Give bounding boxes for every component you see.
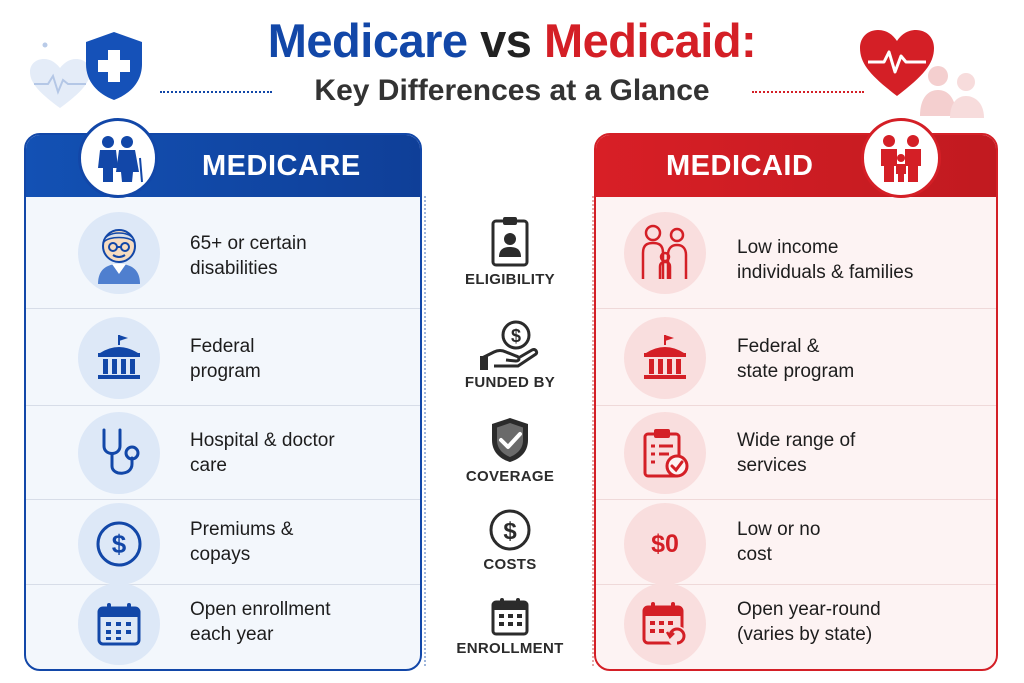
medicare-row-eligibility: 65+ or certain disabilities xyxy=(26,197,420,308)
medicaid-row-funding: Federal & state program xyxy=(596,308,996,405)
medicaid-coverage-text: Wide range of services xyxy=(737,430,856,476)
stethoscope-icon xyxy=(78,412,160,494)
calendar-icon xyxy=(428,596,592,636)
heart-pulse-decoration-left xyxy=(28,58,92,110)
medicare-row-costs: $ Premiums & copays xyxy=(26,499,420,585)
medicaid-eligibility-text: Low income individuals & families xyxy=(737,237,914,283)
medicare-row-funding: Federal program xyxy=(26,308,420,405)
medicaid-row-enrollment: Open year-round (varies by state) xyxy=(596,583,996,669)
medicare-panel: MEDICARE 65+ or certain disabilities xyxy=(24,133,422,671)
svg-text:$: $ xyxy=(503,518,517,545)
id-badge-icon xyxy=(428,215,592,267)
shield-check-icon xyxy=(428,416,592,464)
family-icon xyxy=(624,212,706,294)
hand-coin-icon: $ xyxy=(428,320,592,370)
title-divider-left xyxy=(160,91,272,93)
sparkle-dots-left xyxy=(40,40,50,50)
page-subtitle: Key Differences at a Glance xyxy=(314,74,710,107)
dollar-circle-icon: $ xyxy=(428,508,592,552)
medicare-heading: MEDICARE xyxy=(202,150,361,182)
medicaid-family-badge xyxy=(861,118,941,198)
center-divider-right xyxy=(592,196,594,666)
category-eligibility: ELIGIBILITY xyxy=(428,215,592,288)
medicaid-row-costs: $0 Low or no cost xyxy=(596,499,996,585)
medicare-row-coverage: Hospital & doctor care xyxy=(26,405,420,499)
medicaid-funding-text: Federal & state program xyxy=(737,336,855,382)
category-enrollment: ENROLLMENT xyxy=(428,596,592,657)
medicare-seniors-badge xyxy=(78,118,158,198)
page-title: Medicare vs Medicaid: xyxy=(267,14,757,67)
svg-text:$: $ xyxy=(112,529,127,559)
medicare-enrollment-text: Open enrollment each year xyxy=(190,599,331,645)
medicare-row-enrollment: Open enrollment each year xyxy=(26,583,420,669)
medicaid-heading: MEDICAID xyxy=(666,150,814,182)
zero-dollar-icon: $0 xyxy=(624,503,706,585)
government-building-icon xyxy=(624,317,706,399)
calendar-refresh-icon xyxy=(624,583,706,665)
heart-pulse-logo-icon xyxy=(858,28,936,98)
calendar-icon xyxy=(78,583,160,665)
government-building-icon xyxy=(78,317,160,399)
medicare-costs-text: Premiums & copays xyxy=(190,519,294,565)
clipboard-check-icon xyxy=(624,412,706,494)
medicaid-enrollment-text: Open year-round (varies by state) xyxy=(737,599,881,645)
medicaid-row-eligibility: Low income individuals & families xyxy=(596,197,996,308)
people-decoration-right xyxy=(912,62,992,118)
medicaid-costs-text: Low or no cost xyxy=(737,519,821,565)
medicare-funding-text: Federal program xyxy=(190,336,261,382)
dollar-circle-icon: $ xyxy=(78,503,160,585)
title-divider-right xyxy=(752,91,864,93)
senior-man-icon xyxy=(78,212,160,294)
center-divider-left xyxy=(424,196,426,666)
medicare-coverage-text: Hospital & doctor care xyxy=(190,430,335,476)
medicaid-panel: MEDICAID Low income individuals & famili… xyxy=(594,133,998,671)
medicare-eligibility-text: 65+ or certain disabilities xyxy=(190,233,307,279)
svg-text:$: $ xyxy=(511,326,521,346)
category-coverage: COVERAGE xyxy=(428,416,592,485)
medicaid-row-coverage: Wide range of services xyxy=(596,405,996,499)
category-costs: $ COSTS xyxy=(428,508,592,573)
category-funded-by: $ FUNDED BY xyxy=(428,320,592,391)
shield-cross-logo-icon xyxy=(82,30,146,102)
